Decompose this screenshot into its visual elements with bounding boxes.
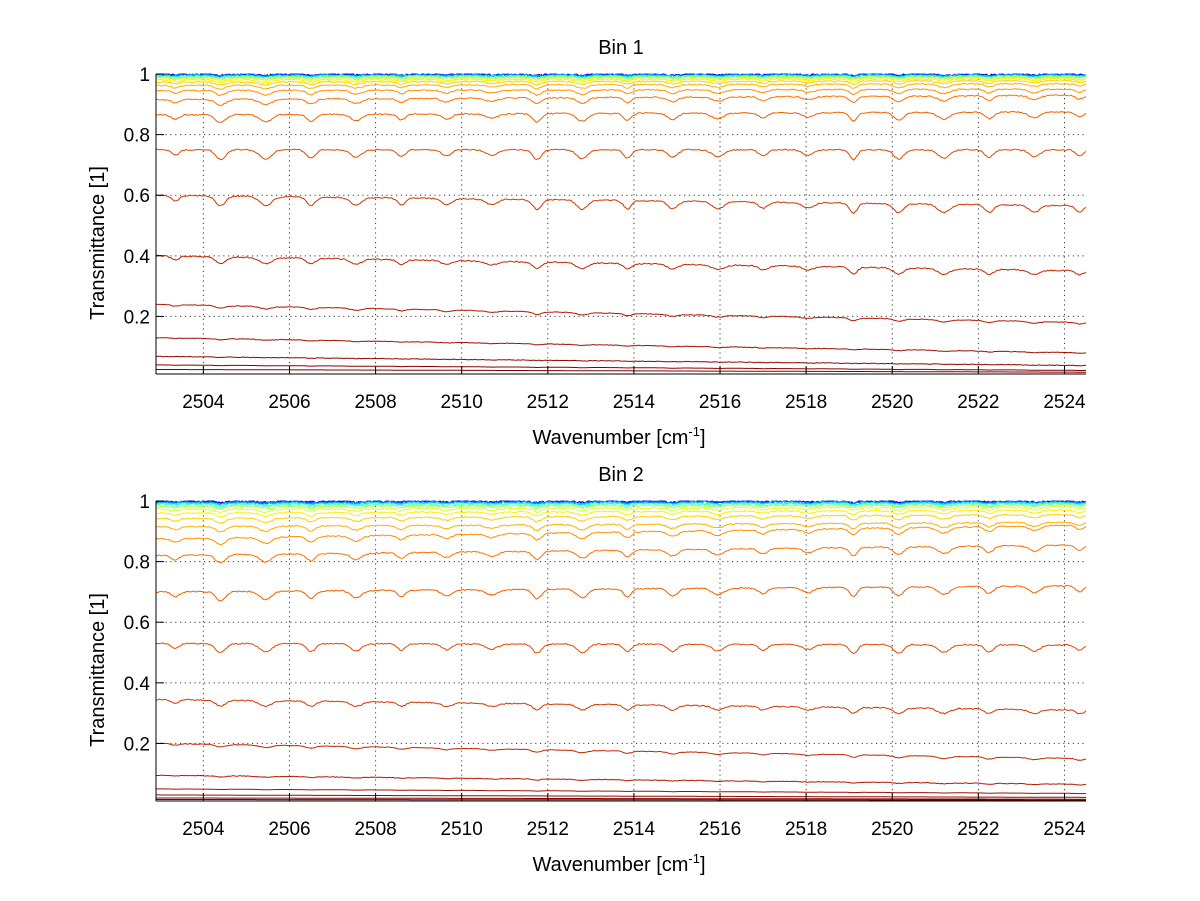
series-line bbox=[155, 79, 1086, 86]
x-tick-label: 2504 bbox=[182, 392, 225, 413]
series-line bbox=[156, 788, 1086, 795]
series-line bbox=[155, 509, 1087, 518]
grid-lines bbox=[156, 74, 1086, 374]
series-line bbox=[155, 110, 1087, 123]
x-tick-labels: 2504 2506 2508 2510 2512 2514 2516 2518 2520 2522… bbox=[182, 392, 1086, 413]
series-line bbox=[155, 503, 1087, 511]
x-tick-label: 2520 bbox=[871, 392, 913, 413]
series-line bbox=[155, 94, 1087, 106]
axes-frame bbox=[155, 500, 1086, 802]
x-axis-label: Wavenumber [cm-1] bbox=[532, 424, 705, 449]
y-tick-labels: 0.2 0.4 0.6 0.8 1 bbox=[124, 492, 151, 755]
y-tick-label: 0.4 bbox=[124, 674, 151, 695]
series-line bbox=[155, 77, 1087, 84]
x-axis-label-end: ] bbox=[700, 854, 706, 876]
y-tick-label: 0.6 bbox=[124, 186, 150, 207]
series-line bbox=[155, 742, 1087, 761]
series-line bbox=[155, 76, 1087, 83]
y-tick-label: 1 bbox=[139, 65, 150, 86]
subplot-bin-1: Bin 1 2504 2506 2508 2510 2512 2514 2516 2518 25… bbox=[87, 37, 1087, 449]
series-line bbox=[155, 505, 1087, 514]
x-tick-label: 2514 bbox=[613, 819, 656, 840]
x-tick-label: 2518 bbox=[785, 392, 827, 413]
series-line bbox=[156, 364, 1086, 371]
series-layer bbox=[155, 500, 1087, 801]
x-tick-label: 2522 bbox=[957, 392, 999, 413]
x-tick-label: 2510 bbox=[441, 392, 483, 413]
x-tick-label: 2512 bbox=[527, 392, 569, 413]
x-tick-label: 2504 bbox=[182, 819, 225, 840]
x-axis-label-end: ] bbox=[700, 427, 706, 449]
y-tick-label: 0.2 bbox=[124, 734, 150, 755]
series-line bbox=[155, 642, 1087, 655]
x-tick-label: 2524 bbox=[1043, 819, 1086, 840]
y-tick-label: 0.8 bbox=[124, 126, 150, 147]
series-line bbox=[156, 774, 1087, 786]
series-line bbox=[155, 355, 1086, 367]
x-tick-label: 2520 bbox=[871, 819, 913, 840]
x-axis-label-exponent: -1 bbox=[688, 851, 700, 866]
y-tick-label: 0.8 bbox=[124, 553, 150, 574]
series-line bbox=[156, 797, 1086, 800]
x-tick-labels: 2504 2506 2508 2510 2512 2514 2516 2518 2520 2522… bbox=[182, 819, 1086, 840]
x-tick-label: 2524 bbox=[1043, 392, 1086, 413]
series-layer bbox=[155, 73, 1087, 373]
series-line bbox=[156, 698, 1087, 715]
series-line bbox=[156, 369, 1086, 373]
subplot-title: Bin 1 bbox=[598, 37, 644, 59]
x-tick-label: 2510 bbox=[441, 819, 483, 840]
x-axis-label-exponent: -1 bbox=[688, 424, 700, 439]
series-line bbox=[155, 513, 1087, 524]
subplot-title: Bin 2 bbox=[598, 464, 644, 486]
series-line bbox=[155, 500, 1087, 505]
series-line bbox=[156, 794, 1086, 798]
y-tick-label: 1 bbox=[139, 492, 150, 513]
series-line bbox=[155, 194, 1087, 215]
series-line bbox=[155, 254, 1087, 276]
series-line bbox=[155, 88, 1087, 97]
series-line bbox=[155, 303, 1087, 325]
y-tick-labels: 0.2 0.4 0.6 0.8 1 bbox=[124, 65, 151, 328]
series-line bbox=[156, 82, 1087, 90]
y-axis-label: Transmittance [1] bbox=[87, 593, 109, 747]
x-axis-label: Wavenumber [cm-1] bbox=[532, 851, 705, 876]
series-line bbox=[155, 524, 1087, 546]
series-line bbox=[155, 502, 1087, 508]
grid-lines bbox=[156, 501, 1086, 801]
x-tick-label: 2506 bbox=[268, 392, 310, 413]
subplot-bin-2: Bin 2 2504 2506 2508 2510 2512 2514 2516 2518 25… bbox=[87, 464, 1087, 876]
x-axis-label-text: Wavenumber [cm bbox=[532, 854, 688, 876]
series-line bbox=[155, 584, 1087, 602]
series-line bbox=[155, 337, 1087, 354]
y-tick-label: 0.6 bbox=[124, 613, 150, 634]
series-line bbox=[156, 799, 1086, 801]
x-tick-label: 2508 bbox=[354, 819, 396, 840]
series-line bbox=[155, 501, 1087, 507]
x-tick-label: 2512 bbox=[527, 819, 569, 840]
x-tick-label: 2516 bbox=[699, 392, 741, 413]
x-tick-label: 2506 bbox=[268, 819, 310, 840]
x-tick-label: 2508 bbox=[354, 392, 396, 413]
y-axis-label: Transmittance [1] bbox=[87, 166, 109, 320]
series-line bbox=[155, 521, 1087, 533]
axes-frame bbox=[155, 73, 1086, 375]
axes-background bbox=[156, 501, 1086, 801]
series-line bbox=[155, 544, 1087, 564]
x-tick-label: 2514 bbox=[613, 392, 656, 413]
y-tick-label: 0.2 bbox=[124, 307, 150, 328]
series-line bbox=[155, 148, 1087, 161]
x-tick-label: 2518 bbox=[785, 819, 827, 840]
y-tick-label: 0.4 bbox=[124, 247, 151, 268]
x-tick-label: 2516 bbox=[699, 819, 741, 840]
axes-background bbox=[156, 74, 1086, 374]
x-tick-label: 2522 bbox=[957, 819, 999, 840]
x-axis-label-text: Wavenumber [cm bbox=[532, 427, 688, 449]
